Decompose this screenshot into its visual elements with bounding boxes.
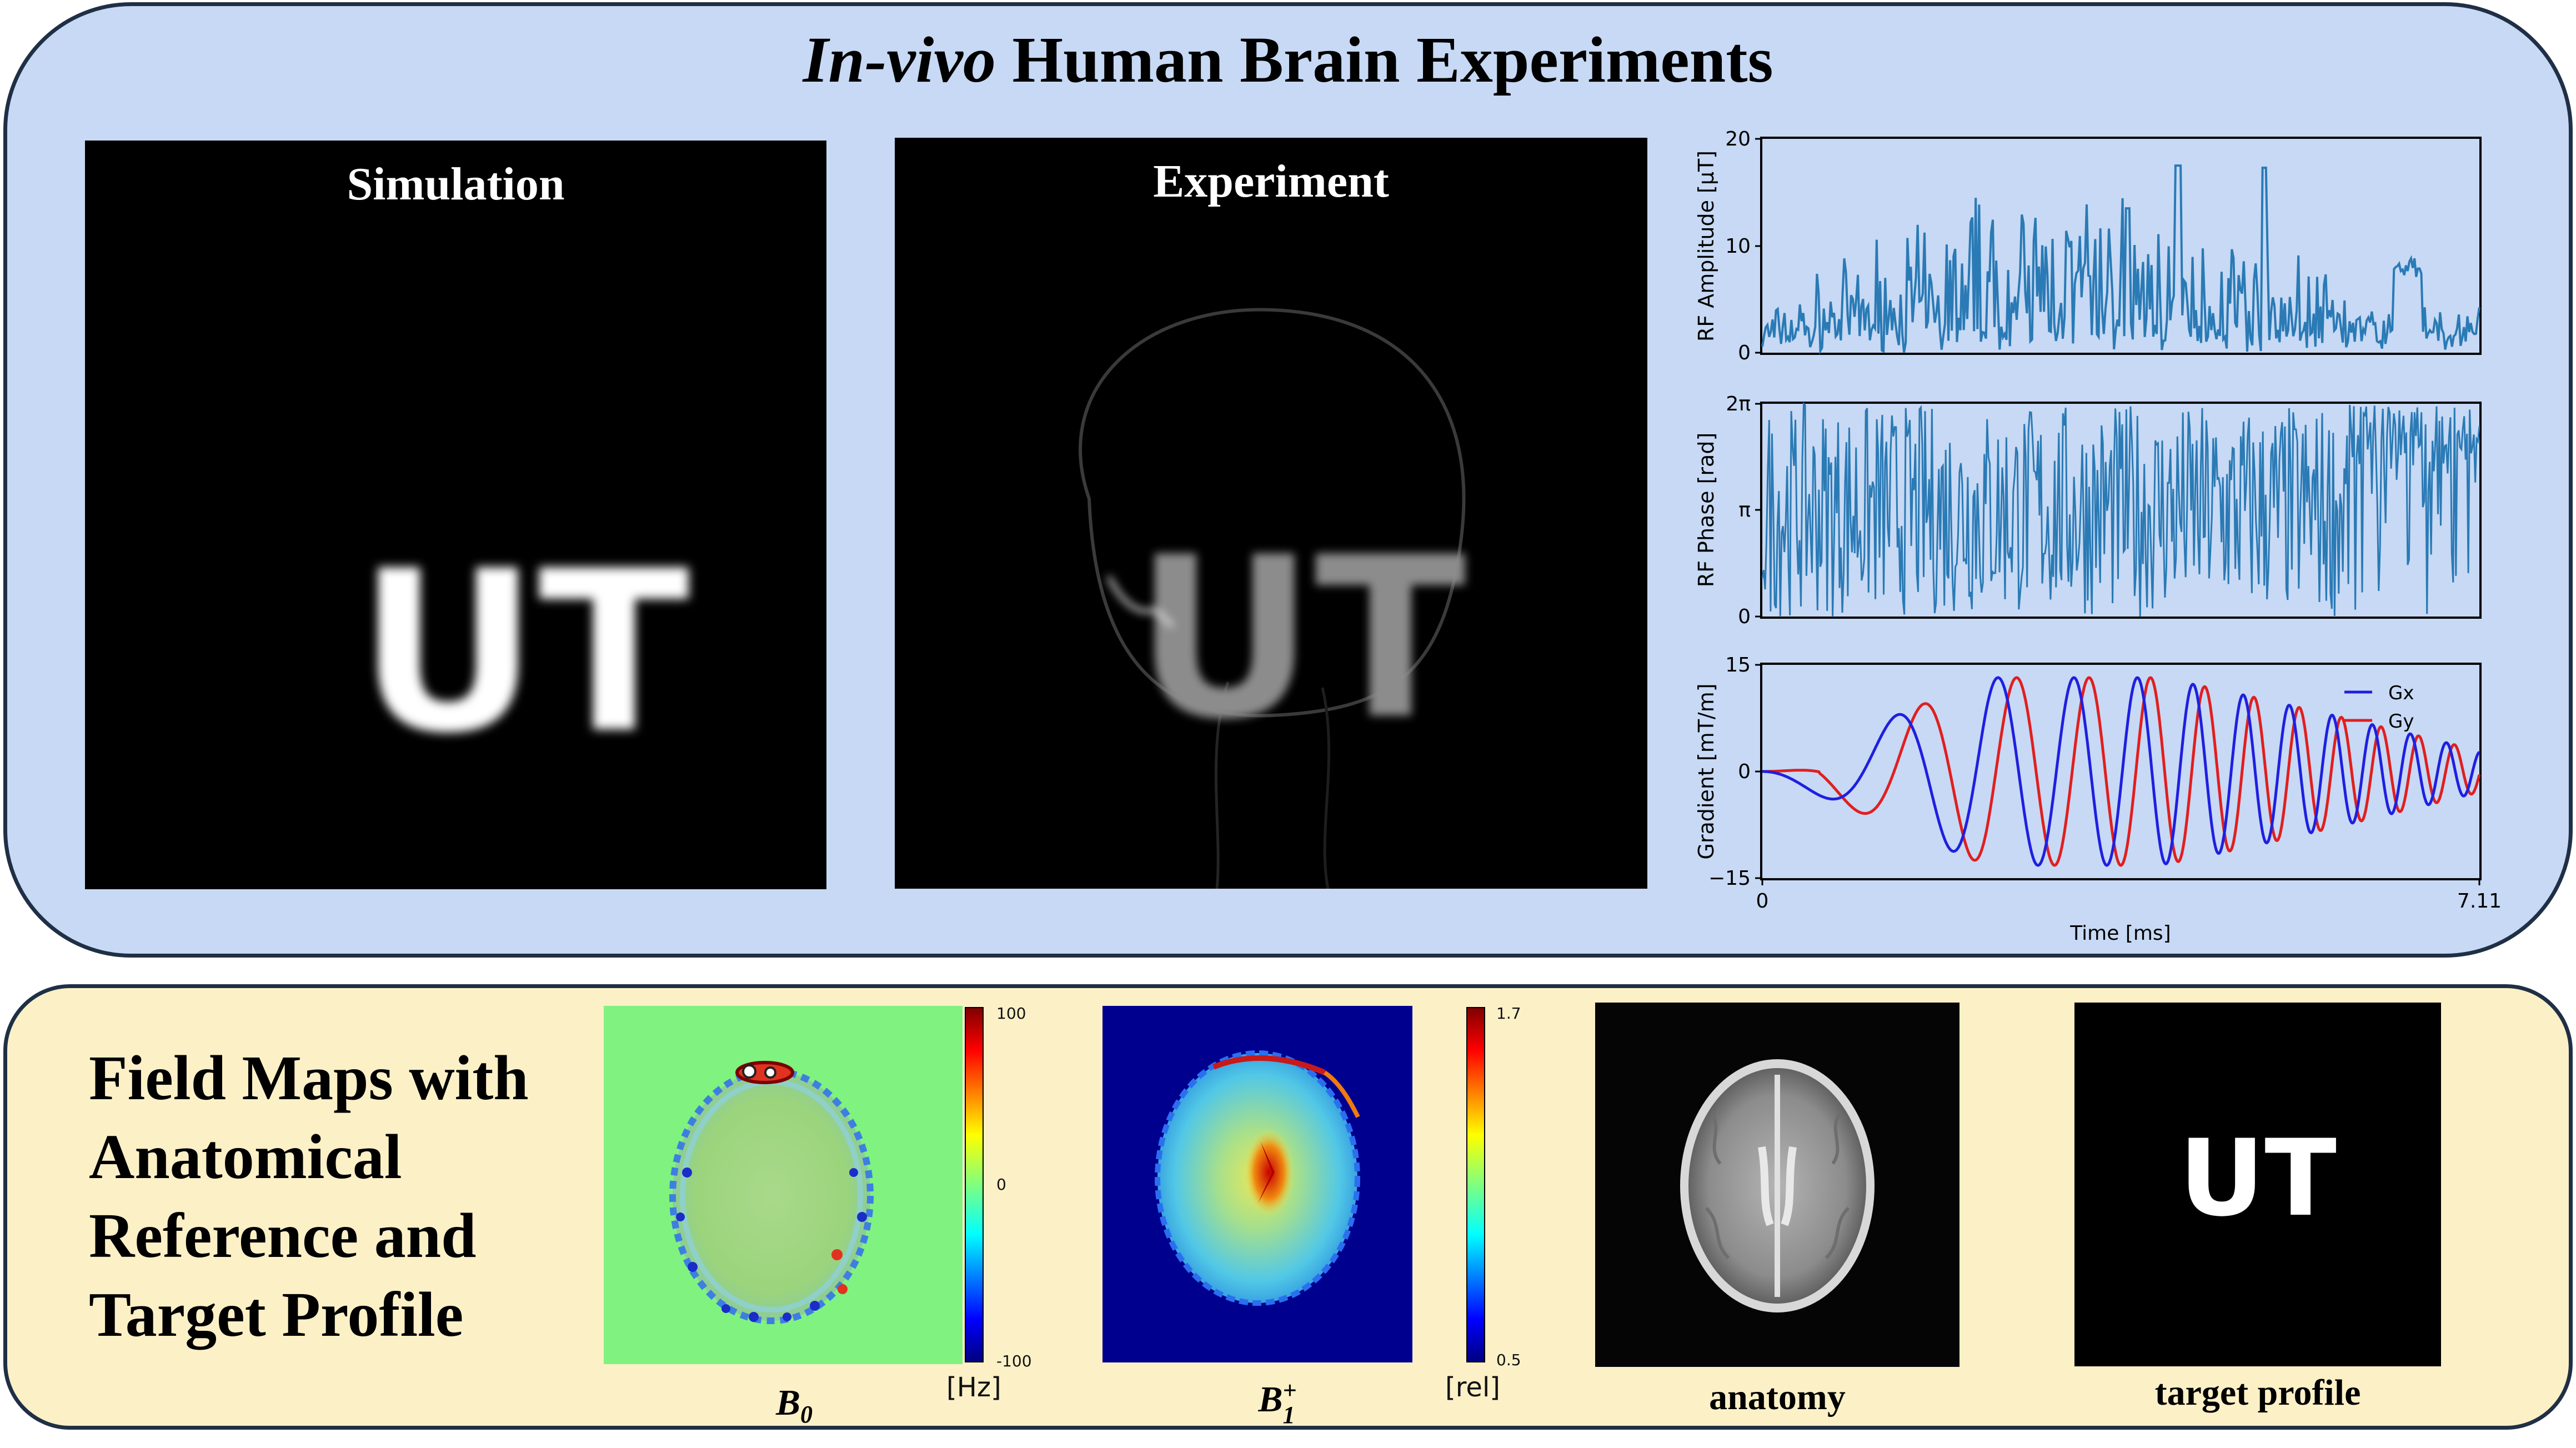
xtick-start: 0 <box>1756 890 1769 913</box>
rf-amplitude-trace <box>1761 164 2480 355</box>
b1-colorbar <box>1466 1007 1485 1362</box>
gx-trace <box>1762 676 2480 867</box>
b1-cb-tick: 1.7 <box>1496 1004 1521 1023</box>
gy-trace <box>1762 676 2481 867</box>
phase-ytick: π <box>1738 499 1751 522</box>
amp-ytick: 20 <box>1725 128 1751 151</box>
simulation-ut-text: UT <box>358 524 691 782</box>
target-ut-text: UT <box>2179 1117 2337 1240</box>
page-title: In-vivo Human Brain Experiments <box>803 23 1773 96</box>
grad-ytick: 0 <box>1738 760 1751 783</box>
time-xlabel: Time [ms] <box>2069 922 2171 945</box>
amp-ytick: 0 <box>1738 342 1751 364</box>
b0-map <box>604 1006 963 1364</box>
experiment-title: Experiment <box>1153 156 1389 207</box>
gradient-legend: Gx Gy <box>2344 682 2414 733</box>
b0-cb-tick: 0 <box>996 1175 1006 1194</box>
simulation-image: UT Simulation <box>85 141 826 889</box>
phase-ytick: 0 <box>1738 605 1751 628</box>
xtick-end: 7.11 <box>2457 890 2502 913</box>
pulse-waveform-plots: 20 10 0 2π π 0 15 0 −15 RF Amplitude [μT… <box>1694 128 2502 945</box>
simulation-title: Simulation <box>347 158 565 210</box>
legend-gy: Gy <box>2388 710 2414 733</box>
b0-unit: [Hz] <box>946 1372 1001 1403</box>
phase-ytick: 2π <box>1726 393 1751 415</box>
rf-phase-ylabel: RF Phase [rad] <box>1694 433 1718 588</box>
anatomy-caption: anatomy <box>1709 1377 1846 1417</box>
amp-ytick: 10 <box>1725 235 1751 258</box>
b0-colorbar <box>965 1007 984 1362</box>
b1-map <box>1102 1006 1412 1362</box>
b1-unit: [rel] <box>1445 1372 1500 1403</box>
rf-amplitude-ylabel: RF Amplitude [μT] <box>1694 151 1718 342</box>
legend-gx: Gx <box>2388 682 2414 704</box>
target-profile-caption: target profile <box>2154 1372 2361 1413</box>
grad-ytick: −15 <box>1708 867 1751 890</box>
b0-cb-tick: 100 <box>996 1004 1026 1023</box>
field-maps-title: Field Maps with Anatomical Reference and… <box>89 1043 529 1350</box>
b0-caption: B0 <box>775 1382 813 1429</box>
b0-cb-tick: -100 <box>996 1352 1032 1370</box>
experiment-image: UT Experiment <box>895 138 1647 889</box>
rf-phase-trace <box>1761 402 2480 617</box>
gradient-ylabel: Gradient [mT/m] <box>1694 683 1718 859</box>
anatomy-image <box>1595 1003 1959 1367</box>
b1-caption: B +1 <box>1258 1377 1297 1429</box>
grad-ytick: 15 <box>1725 654 1751 677</box>
experiment-ut-text: UT <box>1134 510 1467 768</box>
target-profile-image: UT <box>2074 1003 2441 1366</box>
b1-cb-tick: 0.5 <box>1496 1351 1521 1369</box>
